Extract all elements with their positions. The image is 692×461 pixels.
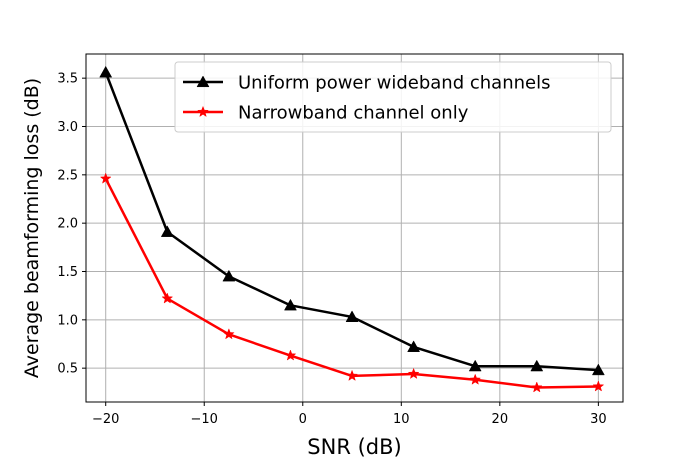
data-point-marker xyxy=(530,359,544,372)
series-line xyxy=(104,178,599,389)
y-tick-label: 1.0 xyxy=(57,313,78,328)
x-tick-label: 0 xyxy=(299,412,307,427)
series-layer xyxy=(99,65,605,393)
x-tick-label: 20 xyxy=(492,412,509,427)
data-point-marker xyxy=(284,349,297,361)
data-point-marker xyxy=(345,310,359,322)
series-1 xyxy=(99,65,605,376)
data-point-marker xyxy=(468,359,482,372)
legend-item: Uniform power wideband channels xyxy=(183,73,550,94)
data-point-marker xyxy=(407,340,421,352)
data-point-marker xyxy=(222,269,236,282)
plot-frame xyxy=(85,53,624,403)
y-tick-label: 0.5 xyxy=(57,362,78,377)
y-tick-label: 3.5 xyxy=(57,72,78,87)
y-tick-label: 2.5 xyxy=(57,168,78,183)
legend-label: Uniform power wideband channels xyxy=(238,73,550,94)
legend-marker xyxy=(196,75,210,88)
x-tick-label: 30 xyxy=(590,412,607,427)
series-2 xyxy=(99,172,605,393)
legend: Uniform power wideband channels Narrowban… xyxy=(174,61,612,133)
axis-ticks: −20 −10 0 10 20 30 0.5 1.0 1.5 2.0 2.5 3.0 3.5 xyxy=(57,72,606,427)
data-point-marker xyxy=(161,292,174,304)
x-tick-label: −10 xyxy=(191,412,218,427)
data-point-marker xyxy=(99,65,113,78)
data-point-marker xyxy=(592,380,605,392)
data-point-marker xyxy=(99,172,112,184)
data-point-marker xyxy=(591,363,605,376)
data-point-marker xyxy=(469,373,482,385)
x-tick-label: −20 xyxy=(92,412,119,427)
y-tick-label: 2.0 xyxy=(57,217,78,232)
x-tick-label: 10 xyxy=(393,412,410,427)
legend-item: Narrowband channel only xyxy=(183,103,469,124)
data-point-marker xyxy=(284,298,297,311)
data-point-marker xyxy=(346,369,358,381)
y-tick-label: 1.5 xyxy=(57,265,78,280)
data-point-marker xyxy=(222,328,235,340)
data-point-marker xyxy=(407,367,420,380)
y-axis-label: Average beamforming loss (dB) xyxy=(21,78,43,378)
data-point-marker xyxy=(530,381,543,393)
legend-marker xyxy=(197,105,209,118)
y-tick-label: 3.0 xyxy=(57,120,78,135)
x-axis-label: SNR (dB) xyxy=(307,435,401,459)
legend-label: Narrowband channel only xyxy=(238,103,469,124)
legend-box xyxy=(174,61,612,133)
data-point-marker xyxy=(160,225,174,237)
